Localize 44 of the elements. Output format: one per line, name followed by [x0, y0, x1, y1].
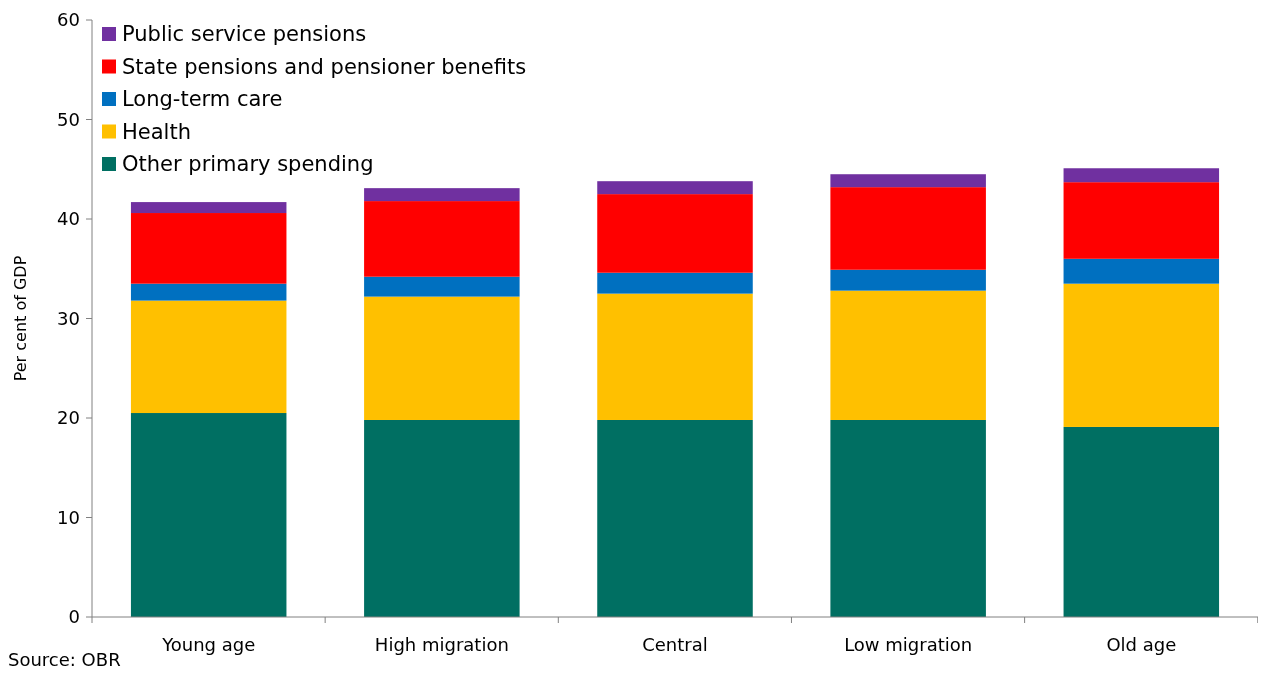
y-tick-label: 60 [57, 9, 80, 31]
bar [130, 413, 287, 617]
bar [597, 419, 753, 617]
source-note: Source: OBR [8, 649, 121, 670]
x-tick-label: Low migration [844, 634, 973, 655]
x-tick-label: Old age [1106, 634, 1177, 655]
bar [1063, 283, 1220, 427]
legend-label: Long-term care [122, 87, 283, 112]
bar [1063, 426, 1220, 617]
y-tick-label: 30 [57, 307, 80, 329]
bar [830, 290, 986, 420]
y-axis-title: Per cent of GDP [11, 255, 30, 382]
bar [597, 194, 753, 273]
bar [130, 213, 287, 284]
x-tick-label: High migration [374, 634, 509, 655]
bar [1063, 168, 1220, 183]
legend-label: State pensions and pensioner benefits [122, 54, 527, 79]
bar [830, 174, 986, 188]
bar [364, 296, 520, 420]
legend-label: Other primary spending [122, 152, 374, 177]
x-tick-label: Central [642, 634, 708, 655]
y-tick-label: 40 [57, 208, 80, 230]
bar [830, 269, 986, 291]
y-tick-label: 50 [57, 108, 80, 130]
bar [597, 181, 753, 195]
y-tick-label: 20 [57, 407, 80, 429]
bar [130, 283, 287, 301]
legend-label: Health [122, 119, 191, 144]
bar [130, 300, 287, 414]
y-tick-label: 10 [57, 506, 80, 528]
bar [130, 202, 287, 214]
bar [364, 188, 520, 202]
bar [364, 201, 520, 277]
bar [1063, 258, 1220, 284]
bar [830, 187, 986, 270]
bar [364, 419, 520, 617]
bar [597, 293, 753, 420]
bar [1063, 182, 1220, 259]
y-tick-label: 0 [68, 606, 80, 628]
bar [597, 272, 753, 294]
x-tick-label: Young age [161, 634, 256, 655]
bar [364, 276, 520, 297]
bar [830, 419, 986, 617]
legend-label: Public service pensions [122, 22, 367, 47]
